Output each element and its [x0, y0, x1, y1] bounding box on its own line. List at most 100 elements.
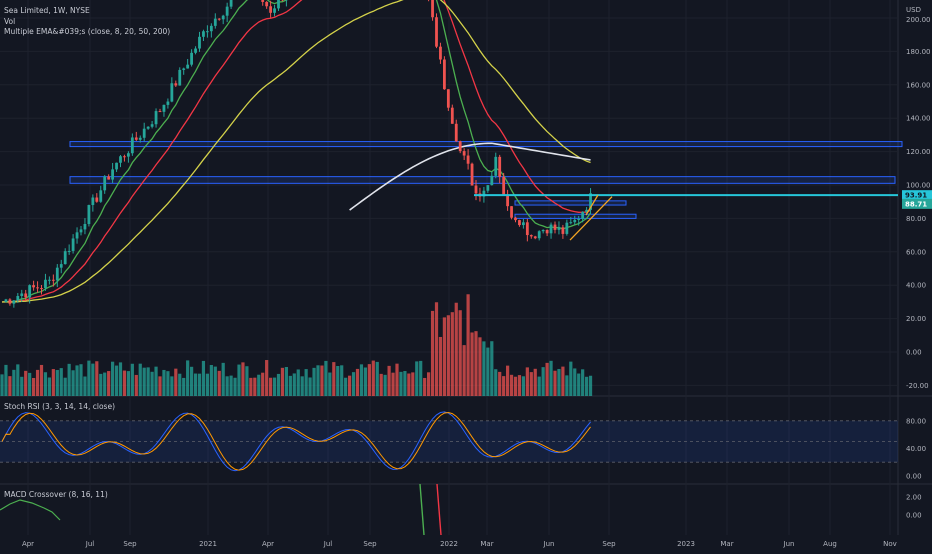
candle-body: [155, 111, 158, 124]
candle-body: [463, 151, 466, 155]
volume-bar: [530, 372, 533, 396]
volume-bar: [376, 362, 379, 396]
candle-body: [170, 83, 173, 101]
volume-bar: [36, 370, 39, 396]
time-axis-label: 2022: [440, 540, 458, 548]
candle-body: [143, 129, 146, 138]
candle-body: [198, 37, 201, 49]
candle-body: [16, 296, 19, 300]
candle-body: [84, 224, 87, 229]
candle-body: [439, 47, 442, 60]
volume-bar: [573, 368, 576, 396]
candle-body: [222, 16, 225, 20]
volume-bar: [577, 374, 580, 396]
volume-bar: [111, 362, 114, 396]
volume-bar: [135, 375, 138, 396]
candle-body: [443, 60, 446, 90]
candle-body: [558, 227, 561, 230]
candle-body: [48, 280, 51, 281]
candle-body: [550, 225, 553, 234]
volume-bar: [202, 361, 205, 396]
candle-body: [44, 280, 47, 288]
candle-body: [186, 65, 189, 69]
volume-bar: [20, 377, 23, 396]
stoch-rsi-legend[interactable]: Stoch RSI (3, 3, 14, 14, close): [4, 402, 115, 412]
volume-bar: [411, 372, 414, 396]
volume-bar: [569, 362, 572, 396]
volume-bar: [324, 361, 327, 396]
candle-body: [265, 2, 268, 6]
volume-bar: [12, 370, 15, 396]
volume-bar: [198, 374, 201, 396]
volume-bar: [182, 378, 185, 396]
candle-body: [107, 176, 110, 179]
symbol-title[interactable]: Sea Limited, 1W, NYSE: [4, 6, 90, 16]
volume-bar: [56, 370, 59, 396]
volume-bar: [273, 378, 276, 396]
candle-body: [76, 232, 79, 238]
volume-bar: [0, 374, 3, 396]
volume-bar: [332, 362, 335, 396]
candle-body: [24, 293, 27, 297]
volume-bar: [553, 371, 556, 396]
volume-bar: [490, 341, 493, 396]
candle-body: [139, 138, 142, 140]
candle-body: [467, 156, 470, 164]
candle-body: [119, 156, 122, 162]
candle-body: [206, 31, 209, 32]
volume-bar: [380, 374, 383, 396]
candle-body: [510, 206, 513, 218]
candle-body: [230, 0, 233, 7]
candle-body: [163, 105, 166, 112]
volume-bar: [245, 366, 248, 396]
time-axis-label: Jun: [543, 540, 555, 548]
volume-bar: [257, 375, 260, 396]
candle-body: [538, 231, 541, 238]
volume-bar: [186, 360, 189, 396]
volume-bar: [368, 364, 371, 396]
support-resistance-zone: [515, 214, 636, 218]
candle-body: [431, 0, 434, 17]
price-tick-label: 120.00: [906, 148, 931, 156]
volume-bar: [178, 374, 181, 396]
volume-bar: [585, 377, 588, 396]
candle-body: [210, 26, 213, 31]
candle-body: [451, 108, 454, 124]
candle-body: [36, 287, 39, 288]
volume-bar: [8, 376, 11, 396]
volume-bar: [158, 376, 161, 396]
volume-bar: [546, 363, 549, 396]
candle-body: [459, 141, 462, 151]
volume-bar: [427, 372, 430, 396]
candle-body: [194, 49, 197, 53]
candle-body: [447, 89, 450, 107]
volume-bar: [581, 369, 584, 396]
volume-bar: [384, 375, 387, 396]
candle-body: [502, 177, 505, 194]
volume-legend[interactable]: Vol: [4, 17, 15, 27]
volume-bar: [360, 364, 363, 396]
candle-body: [562, 227, 565, 234]
volume-bar: [210, 365, 213, 396]
candle-body: [28, 285, 31, 297]
volume-bar: [364, 368, 367, 396]
volume-bar: [190, 367, 193, 396]
volume-bar: [261, 373, 264, 396]
volume-bar: [309, 377, 312, 396]
candle-body: [494, 157, 497, 176]
volume-bar: [526, 367, 529, 396]
volume-bar: [214, 367, 217, 396]
time-axis-label: Mar: [480, 540, 493, 548]
candle-body: [554, 225, 557, 230]
volume-bar: [269, 378, 272, 396]
volume-bar: [297, 369, 300, 396]
currency-label: USD: [906, 6, 921, 14]
candle-body: [261, 0, 264, 2]
ema-legend[interactable]: Multiple EMA&#039;s (close, 8, 20, 50, 2…: [4, 27, 170, 37]
volume-bar: [143, 368, 146, 396]
volume-bar: [64, 378, 67, 396]
candle-body: [514, 218, 517, 220]
macd-legend[interactable]: MACD Crossover (8, 16, 11): [4, 490, 108, 500]
